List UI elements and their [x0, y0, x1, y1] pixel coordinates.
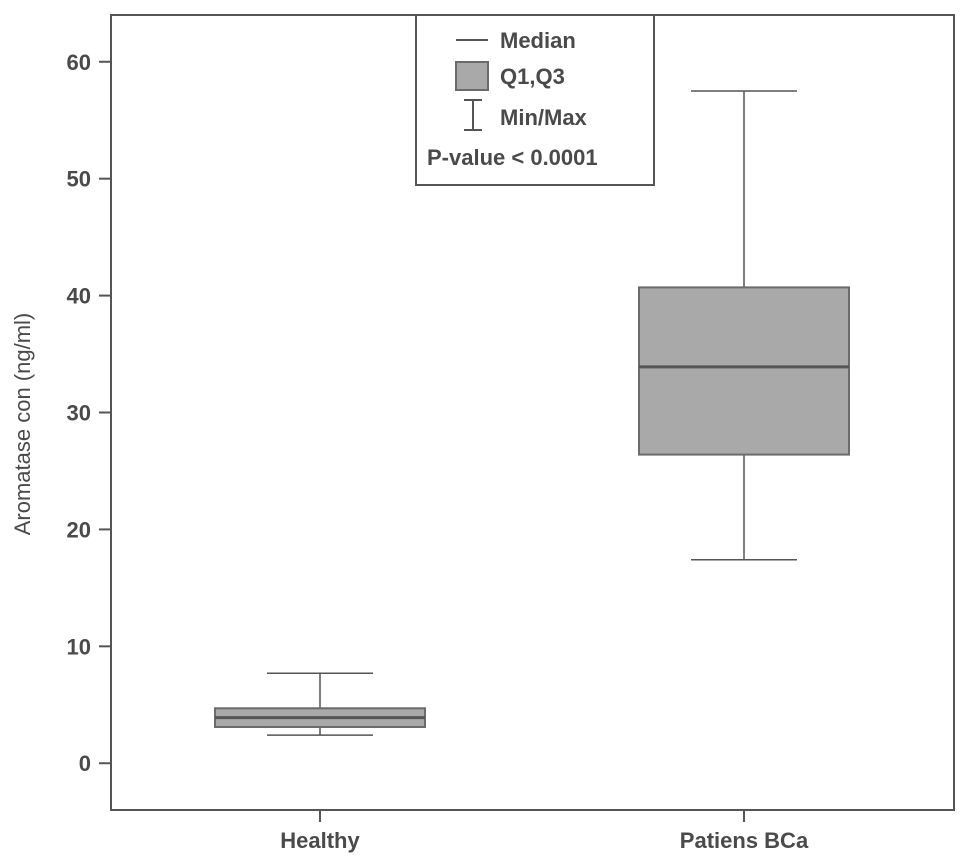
x-tick-label: Patiens BCa — [680, 828, 809, 853]
y-tick-label: 20 — [67, 517, 91, 542]
legend-pvalue: P-value < 0.0001 — [427, 145, 598, 170]
iqr-box — [638, 286, 850, 456]
legend-box-icon — [455, 61, 489, 91]
y-axis-title: Aromatase con (ng/ml) — [10, 313, 35, 536]
y-tick-label: 10 — [67, 634, 91, 659]
legend: Median Q1,Q3 Min/Max P-value < 0.0001 — [415, 14, 655, 186]
legend-median-label: Median — [500, 28, 576, 53]
x-axis: Healthy Patiens BCa — [280, 810, 809, 853]
legend-frame — [415, 14, 655, 186]
y-tick-label: 60 — [67, 50, 91, 75]
y-tick-label: 0 — [79, 751, 91, 776]
boxes — [214, 90, 850, 736]
legend-whisker-icon — [464, 99, 482, 131]
legend-box-label: Q1,Q3 — [500, 64, 565, 89]
y-axis: 0 10 20 30 40 50 60 — [67, 50, 111, 776]
y-tick-label: 50 — [67, 167, 91, 192]
y-tick-label: 40 — [67, 284, 91, 309]
x-tick-label: Healthy — [280, 828, 360, 853]
legend-whisker-label: Min/Max — [500, 105, 588, 130]
y-tick-label: 30 — [67, 401, 91, 426]
